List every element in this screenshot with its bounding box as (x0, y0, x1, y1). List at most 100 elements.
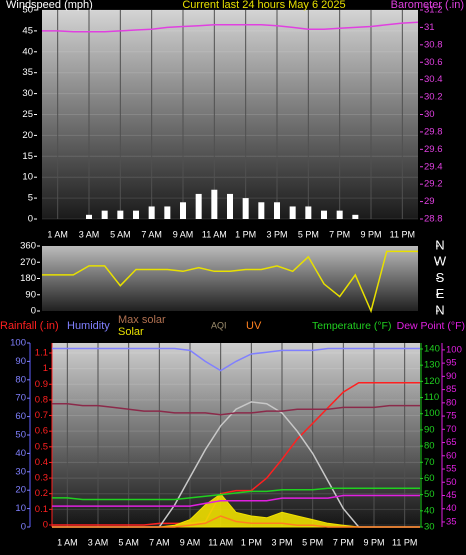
humidity-label: Humidity (67, 320, 110, 332)
bar (101, 210, 108, 219)
x-tick-label: 3 AM (88, 537, 109, 547)
y2-tick-label: 29.6 (424, 144, 443, 155)
windspeed-label: Windspeed (mph) (6, 0, 93, 11)
y3-tick-label: 100 (10, 338, 26, 349)
bar (86, 214, 92, 219)
x-tick-label: 9 AM (173, 229, 194, 239)
y2-tick-label: E (436, 286, 445, 301)
series-line (42, 250, 418, 314)
y2-tick-label: 29 (424, 196, 435, 207)
y-tick-label: 270 (20, 257, 36, 268)
series-line (52, 402, 420, 416)
y2-tick-label: 60 (424, 473, 435, 484)
x-tick-label: 1 AM (47, 229, 68, 239)
y-tick-label: 35 (22, 67, 33, 78)
y4-tick-label: 90 (446, 371, 457, 382)
y-tick-label: 45 (22, 25, 33, 36)
y-tick-label: 90 (25, 289, 36, 300)
bar (148, 206, 155, 219)
bar (289, 206, 296, 219)
y2-tick-label: 29.8 (424, 126, 443, 137)
y4-tick-label: 40 (446, 503, 457, 514)
y2-tick-label: 50 (424, 489, 435, 500)
y-tick-label: 0.7 (35, 410, 48, 421)
series-line (42, 21, 419, 33)
y-tick-label: 0.4 (35, 457, 48, 468)
x-tick-label: 11 AM (208, 537, 233, 547)
y2-tick-label: 30 (424, 109, 435, 120)
series-line (52, 494, 420, 507)
y3-tick-label: 60 (15, 411, 26, 422)
solar-label: Solar (118, 326, 144, 338)
y-tick-label: 0.1 (35, 504, 48, 515)
y-tick-label: 0.6 (35, 426, 48, 437)
uv-label: UV (246, 320, 262, 332)
y3-tick-label: 70 (15, 393, 26, 404)
x-tick-label: 9 PM (360, 229, 381, 239)
y-tick-label: 15 (22, 151, 33, 162)
plot-background (52, 343, 420, 527)
x-tick-label: 3 AM (79, 229, 100, 239)
y2-tick-label: 80 (424, 441, 435, 452)
bar (117, 210, 124, 219)
chart-title: Current last 24 hours May 6 2025 (182, 0, 345, 11)
bar (242, 198, 249, 219)
x-tick-label: 1 PM (241, 537, 262, 547)
y-tick-label: 0 (31, 306, 36, 317)
y2-tick-label: 31 (424, 22, 435, 33)
y4-tick-label: 100 (446, 344, 462, 355)
y2-tick-label: 30.6 (424, 57, 443, 68)
y2-tick-label: 30.2 (424, 92, 443, 103)
y3-tick-label: 90 (15, 356, 26, 367)
series-line (52, 347, 420, 372)
series-line (52, 381, 420, 526)
y3-tick-label: 20 (15, 485, 26, 496)
x-tick-label: 11 PM (392, 537, 417, 547)
x-tick-label: 1 AM (57, 537, 78, 547)
y2-tick-label: 90 (424, 424, 435, 435)
y-tick-label: 10 (22, 172, 33, 183)
y-tick-label: 25 (22, 109, 33, 120)
y2-tick-label: S (436, 270, 445, 285)
y2-tick-label: 130 (424, 360, 440, 371)
y3-tick-label: 10 (15, 503, 26, 514)
x-tick-label: 5 AM (110, 229, 131, 239)
series-line (52, 515, 420, 528)
x-tick-label: 1 PM (235, 229, 256, 239)
y3-tick-label: 80 (15, 374, 26, 385)
y-tick-label: 0 (28, 214, 33, 225)
y2-tick-label: 110 (424, 392, 439, 403)
y2-tick-label: N (435, 237, 444, 252)
y2-tick-label: 31.2 (424, 5, 443, 16)
y-tick-label: 0.2 (35, 488, 48, 499)
y2-tick-label: 30 (424, 522, 435, 533)
bar (195, 193, 202, 219)
x-tick-label: 3 PM (271, 537, 292, 547)
bar (352, 214, 359, 219)
y-tick-label: 360 (20, 241, 36, 252)
y2-tick-label: 30.4 (424, 74, 443, 85)
bar (133, 210, 139, 219)
x-tick-label: 7 PM (333, 537, 354, 547)
temperature-label: Temperature (°F) (312, 320, 391, 332)
y4-tick-label: 75 (446, 411, 457, 422)
y2-tick-label: 70 (424, 457, 435, 468)
x-tick-label: 9 PM (363, 537, 384, 547)
y-tick-label: 40 (22, 46, 33, 57)
y-tick-label: 0 (43, 519, 48, 530)
plot-background (42, 246, 418, 311)
y4-tick-label: 60 (446, 450, 457, 461)
y3-tick-label: 0 (21, 522, 26, 533)
x-tick-label: 5 PM (302, 537, 323, 547)
y4-tick-label: 35 (446, 516, 457, 527)
max-solar-label: Max solar (118, 314, 166, 326)
y2-tick-label: 29.4 (424, 161, 443, 172)
y2-tick-label: 28.8 (424, 214, 443, 225)
x-tick-label: 11 PM (390, 229, 415, 239)
y2-tick-label: W (434, 254, 447, 269)
y4-tick-label: 85 (446, 384, 457, 395)
x-tick-label: 5 PM (298, 229, 319, 239)
rainfall-label: Rainfall (.in) (0, 320, 59, 332)
y2-tick-label: 40 (424, 505, 435, 516)
